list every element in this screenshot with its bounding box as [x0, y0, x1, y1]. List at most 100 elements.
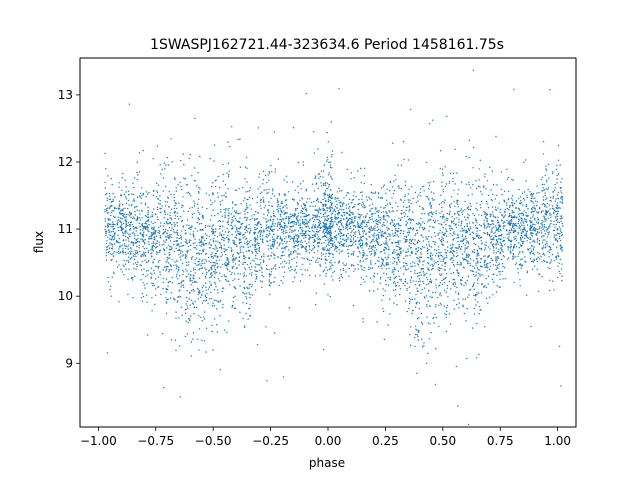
data-point: [253, 213, 255, 216]
data-point: [166, 256, 168, 259]
data-point: [245, 191, 247, 193]
data-point: [222, 306, 224, 309]
data-point: [180, 238, 183, 240]
data-point: [372, 229, 374, 231]
data-point: [234, 225, 236, 227]
data-point: [159, 237, 161, 239]
data-point: [228, 246, 230, 249]
data-point: [394, 283, 397, 285]
data-point: [228, 320, 230, 322]
data-point: [530, 193, 533, 195]
data-point: [147, 274, 149, 276]
data-point: [495, 225, 497, 227]
data-point: [518, 263, 520, 266]
data-point: [386, 215, 388, 217]
data-point: [484, 216, 487, 218]
data-point: [351, 212, 353, 214]
data-point: [138, 244, 140, 246]
data-point: [383, 207, 385, 209]
data-point: [296, 216, 298, 219]
data-point: [530, 220, 532, 222]
data-point: [144, 259, 146, 261]
data-point: [192, 332, 195, 334]
data-point: [231, 249, 233, 251]
data-point: [374, 253, 376, 256]
data-point: [200, 316, 202, 318]
data-point: [175, 187, 177, 189]
data-point: [517, 272, 519, 274]
data-point: [330, 275, 333, 277]
data-point: [268, 172, 271, 174]
data-point: [525, 180, 527, 182]
data-point: [485, 244, 487, 247]
data-point: [138, 247, 140, 249]
data-point: [137, 174, 139, 176]
data-point: [251, 218, 253, 220]
data-point: [295, 251, 297, 253]
data-point: [340, 232, 342, 234]
data-point: [493, 237, 495, 239]
data-point: [270, 225, 272, 227]
data-point: [118, 207, 121, 210]
data-point: [489, 248, 491, 250]
data-point: [141, 229, 144, 232]
data-point: [235, 228, 238, 231]
data-point: [137, 251, 139, 253]
data-point: [425, 276, 428, 279]
data-point: [328, 255, 330, 258]
data-point: [245, 156, 248, 158]
data-point: [378, 221, 380, 223]
data-point: [156, 145, 159, 147]
data-point: [122, 248, 124, 250]
data-point: [222, 220, 224, 222]
data-point: [216, 324, 218, 326]
data-point: [189, 292, 191, 294]
data-point: [232, 220, 234, 222]
data-point: [130, 277, 133, 279]
data-point: [376, 249, 378, 251]
data-point: [489, 265, 492, 268]
data-point: [361, 240, 363, 242]
data-point: [189, 233, 191, 235]
data-point: [210, 283, 212, 285]
data-point: [341, 209, 343, 211]
data-point: [382, 186, 385, 188]
data-point: [178, 295, 180, 298]
data-point: [165, 185, 167, 188]
data-point: [523, 191, 526, 193]
data-point: [249, 296, 251, 299]
data-point: [131, 241, 133, 243]
data-point: [339, 228, 342, 231]
data-point: [521, 219, 523, 221]
data-point: [417, 290, 419, 292]
data-point: [278, 194, 281, 196]
data-point: [430, 206, 432, 208]
data-point: [244, 166, 247, 168]
data-point: [408, 232, 411, 234]
data-point: [468, 184, 470, 186]
data-point: [518, 247, 520, 249]
data-point: [339, 204, 341, 206]
data-point: [363, 216, 365, 218]
data-point: [161, 332, 164, 335]
data-point: [452, 249, 454, 252]
data-point: [513, 281, 515, 284]
data-point: [381, 233, 383, 235]
data-point: [280, 255, 282, 257]
data-point: [202, 300, 205, 302]
data-point: [238, 188, 240, 190]
data-point: [359, 216, 361, 219]
data-point: [154, 221, 156, 224]
data-point: [193, 306, 196, 309]
data-point: [452, 180, 454, 183]
data-point: [246, 286, 248, 289]
data-point: [369, 262, 372, 264]
data-point: [111, 237, 114, 239]
data-point: [147, 213, 149, 215]
data-point: [387, 214, 389, 217]
data-point: [163, 250, 166, 252]
data-point: [326, 156, 329, 159]
data-point: [385, 211, 387, 213]
data-point: [342, 238, 344, 240]
data-point: [439, 212, 441, 214]
